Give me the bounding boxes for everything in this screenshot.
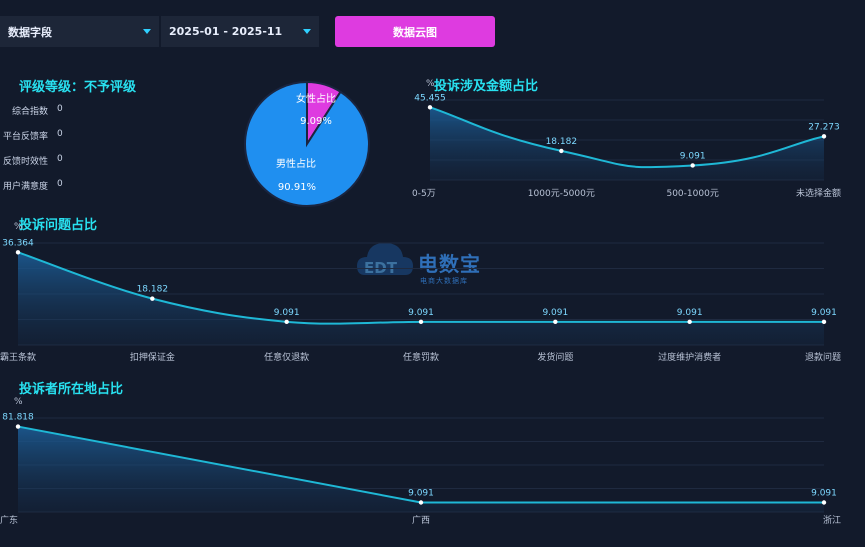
data-point [15, 250, 21, 255]
gender-pie-chart: 女性占比 9.09% 男性占比 90.91% [244, 80, 370, 207]
data-point [284, 319, 289, 325]
x-tick-label: 1000元-5000元 [528, 189, 595, 199]
data-label: 9.091 [811, 308, 837, 318]
field-dropdown-label: 数据字段 [8, 25, 52, 39]
data-label: 9.091 [811, 489, 837, 499]
watermark-sub: 电商大数据库 [420, 277, 468, 285]
metric-value: 0 [57, 179, 63, 189]
pie-slice [244, 80, 370, 207]
metric-label: 用户满意度 [2, 182, 48, 192]
metric-value: 0 [57, 129, 63, 139]
location-area-chart: % 81.818 广东 9.091 广西 9.091 浙江 [0, 397, 841, 526]
x-tick-label: 广西 [412, 514, 430, 526]
data-point [553, 319, 558, 325]
x-tick-label: 任意仅退款 [264, 351, 309, 363]
pie-label: 90.91% [278, 182, 316, 193]
data-point [687, 319, 692, 325]
x-tick-label: 过度维护消费者 [658, 351, 721, 363]
data-label: 9.091 [542, 308, 568, 318]
amount-area-chart: % 45.455 0-5万 18.182 1000元-5000元 9.091 500-100… [412, 79, 841, 199]
data-label: 9.091 [408, 489, 434, 499]
data-label: 18.182 [137, 285, 169, 295]
data-point [690, 163, 695, 168]
data-label: 18.182 [546, 137, 578, 147]
x-tick-label: 霸王条款 [0, 351, 36, 363]
x-tick-label: 500-1000元 [666, 189, 718, 199]
watermark-brand: 电数宝 [418, 252, 481, 276]
metric-label: 综合指数 [11, 107, 48, 117]
issue-area-chart: % 36.364 霸王条款 18.182 扣押保证金 9.091 任意仅退款 9.091 任意罚… [0, 222, 841, 363]
data-point [418, 319, 424, 325]
date-range-label: 2025-01 - 2025-11 [169, 25, 283, 38]
data-point [427, 105, 433, 110]
x-tick-label: 退款问题 [805, 351, 841, 363]
watermark-logo: EDT [355, 237, 415, 291]
field-dropdown[interactable]: 数据字段 [0, 16, 159, 47]
pie-label: 男性占比 [276, 157, 316, 170]
area-fill [18, 426, 824, 512]
data-label: 9.091 [408, 308, 434, 318]
data-label: 9.091 [680, 151, 706, 161]
y-unit-label: % [426, 79, 435, 89]
series-line [429, 106, 825, 169]
x-tick-label: 浙江 [823, 514, 841, 526]
data-point [559, 148, 564, 154]
cloud-logo-icon: EDT [357, 243, 413, 277]
data-point [821, 319, 827, 325]
y-unit-label: % [14, 222, 23, 232]
pie-label: 9.09% [300, 116, 332, 127]
pie-label: 女性占比 [296, 92, 336, 105]
x-tick-label: 广东 [0, 514, 18, 526]
chevron-down-icon [143, 29, 151, 34]
x-tick-label: 任意罚款 [403, 351, 439, 363]
metric-label: 反馈时效性 [2, 157, 48, 167]
rating-title: 评级等级：不予评级 [19, 80, 137, 95]
data-point [15, 424, 21, 429]
location-chart-title: 投诉者所在地占比 [19, 382, 124, 397]
area-fill [18, 252, 824, 345]
metric-value: 0 [57, 154, 63, 164]
data-label: 9.091 [677, 308, 703, 318]
chevron-down-icon [303, 29, 311, 34]
data-cloud-button[interactable]: 数据云图 [335, 16, 495, 47]
data-label: 9.091 [274, 308, 300, 318]
issue-chart-title: 投诉问题占比 [19, 218, 98, 233]
data-label: 27.273 [808, 122, 840, 132]
amount-chart-title: 投诉涉及金额占比 [434, 79, 539, 94]
data-label: 81.818 [2, 413, 34, 423]
x-tick-label: 扣押保证金 [130, 351, 175, 363]
y-unit-label: % [14, 397, 23, 407]
data-point [821, 134, 827, 139]
x-tick-label: 发货问题 [537, 351, 573, 363]
x-tick-label: 未选择金额 [796, 187, 841, 199]
data-point [150, 296, 155, 301]
data-point [418, 500, 424, 505]
metric-value: 0 [57, 104, 63, 114]
data-label: 45.455 [414, 93, 446, 103]
x-tick-label: 0-5万 [412, 189, 436, 199]
date-range-dropdown[interactable]: 2025-01 - 2025-11 [161, 16, 319, 47]
area-fill [430, 107, 824, 180]
data-label: 36.364 [2, 238, 34, 248]
data-point [821, 500, 827, 505]
metric-label: 平台反馈率 [2, 132, 48, 142]
